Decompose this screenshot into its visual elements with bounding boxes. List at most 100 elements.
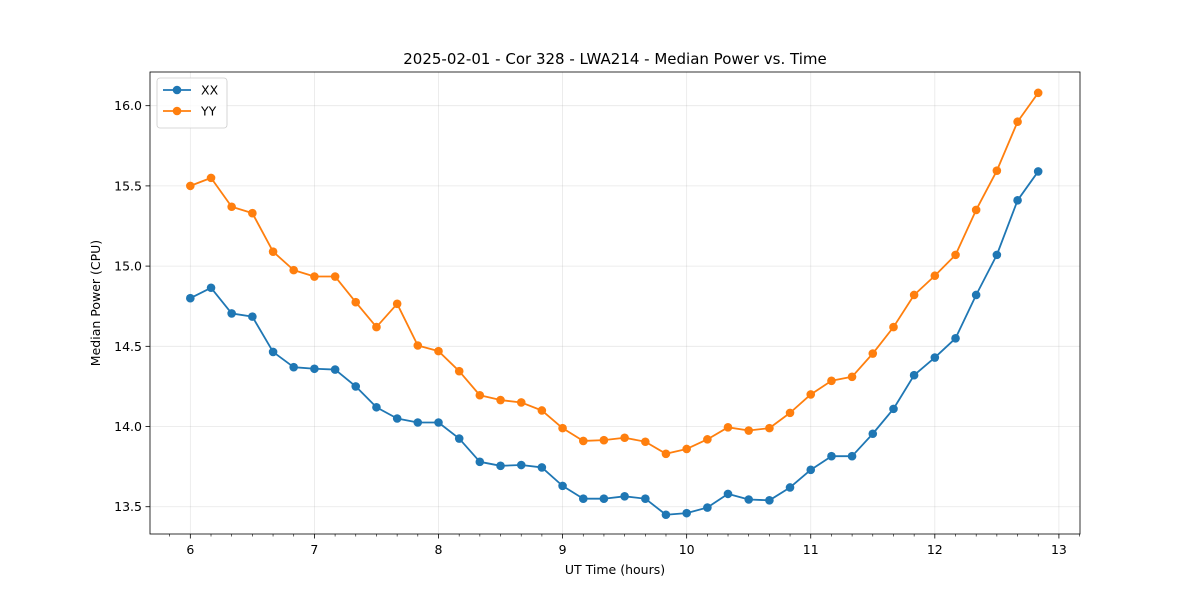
data-point-yy (806, 390, 816, 399)
data-point-xx (268, 347, 278, 357)
y-tick-label: 14.0 (114, 419, 142, 434)
data-point-xx (641, 494, 650, 504)
data-point-yy (765, 423, 774, 433)
data-point-yy (516, 398, 526, 407)
data-point-xx (703, 503, 712, 512)
data-point-yy (951, 250, 960, 260)
x-tick-label: 10 (679, 542, 695, 557)
data-point-yy (785, 408, 795, 418)
data-point-xx (330, 365, 340, 374)
y-tick-label: 15.0 (114, 259, 142, 274)
data-point-xx (289, 362, 298, 372)
data-point-xx (599, 494, 609, 504)
data-point-xx (620, 492, 629, 501)
data-point-yy (578, 436, 588, 446)
data-point-yy (186, 181, 195, 191)
legend-label-yy: YY (200, 104, 217, 119)
data-point-yy (992, 166, 1002, 175)
data-point-xx (682, 508, 691, 518)
grid-layer (150, 72, 1080, 534)
y-tick-label: 15.5 (114, 178, 142, 193)
data-point-xx (496, 461, 505, 471)
legend-marker-xx (172, 85, 182, 95)
data-point-xx (723, 489, 733, 499)
data-point-xx (392, 414, 402, 423)
data-point-yy (227, 202, 236, 212)
data-point-yy (847, 372, 857, 382)
data-point-xx (558, 481, 567, 491)
x-tick-label: 7 (310, 542, 318, 557)
x-tick-label: 13 (1051, 542, 1067, 557)
data-point-xx (454, 434, 464, 443)
data-point-xx (413, 418, 423, 427)
data-point-xx (372, 402, 381, 412)
data-point-xx (868, 429, 878, 439)
data-point-yy (268, 247, 278, 256)
x-tick-label: 8 (435, 542, 443, 557)
data-point-yy (537, 406, 547, 415)
data-point-xx (785, 483, 795, 492)
data-point-xx (227, 309, 236, 318)
y-tick-label: 13.5 (114, 499, 142, 514)
data-point-yy (682, 444, 691, 454)
data-point-xx (827, 451, 836, 461)
data-point-yy (310, 272, 319, 281)
y-tick-label: 14.5 (114, 339, 142, 354)
data-point-yy (351, 297, 361, 307)
x-tick-label: 9 (559, 542, 567, 557)
data-point-yy (909, 290, 919, 300)
data-point-xx (578, 494, 588, 504)
data-point-yy (496, 395, 505, 405)
tick-layer: 6 7 8 9 10 11 12 13 13.5 14.0 14.5 15.0 15.5 16.0 (114, 98, 1080, 557)
data-point-xx (206, 283, 216, 293)
data-point-yy (289, 265, 298, 275)
data-point-xx (248, 312, 257, 321)
data-point-xx (909, 370, 919, 380)
data-point-yy (703, 435, 712, 444)
data-point-yy (723, 423, 733, 432)
plot-area-frame (149, 71, 1081, 535)
series-layer (186, 88, 1043, 520)
x-tick-label: 6 (186, 542, 194, 557)
data-point-xx (1013, 196, 1022, 205)
data-point-xx (971, 290, 981, 300)
x-axis-label: UT Time (hours) (565, 562, 665, 577)
data-point-xx (930, 353, 940, 362)
data-point-xx (1033, 167, 1043, 176)
data-point-yy (413, 341, 423, 350)
data-point-yy (454, 366, 464, 376)
data-point-yy (475, 390, 485, 400)
data-point-xx (661, 510, 671, 520)
data-point-xx (475, 457, 485, 467)
data-point-yy (392, 299, 402, 309)
data-point-yy (248, 208, 257, 218)
data-point-yy (868, 349, 878, 358)
legend: XX YY (156, 77, 228, 129)
data-point-yy (1033, 88, 1043, 98)
data-point-yy (434, 346, 443, 356)
legend-label-xx: XX (201, 83, 219, 98)
data-point-xx (351, 382, 361, 391)
legend-marker-yy (172, 106, 182, 116)
data-point-yy (827, 376, 836, 386)
data-point-yy (889, 322, 898, 332)
y-axis-label: Median Power (CPU) (88, 240, 103, 366)
data-point-xx (806, 465, 816, 475)
data-point-yy (930, 271, 940, 281)
data-point-xx (889, 404, 898, 414)
data-point-yy (661, 449, 671, 459)
data-point-yy (599, 435, 609, 445)
data-point-yy (641, 437, 650, 447)
data-point-xx (537, 463, 547, 472)
data-point-xx (434, 418, 443, 427)
data-point-xx (992, 250, 1002, 260)
data-point-yy (1013, 117, 1022, 127)
data-point-xx (744, 495, 753, 504)
data-point-xx (847, 451, 857, 461)
y-tick-label: 16.0 (114, 98, 142, 113)
data-point-yy (744, 426, 753, 435)
data-point-xx (186, 293, 195, 303)
data-point-xx (516, 460, 526, 470)
